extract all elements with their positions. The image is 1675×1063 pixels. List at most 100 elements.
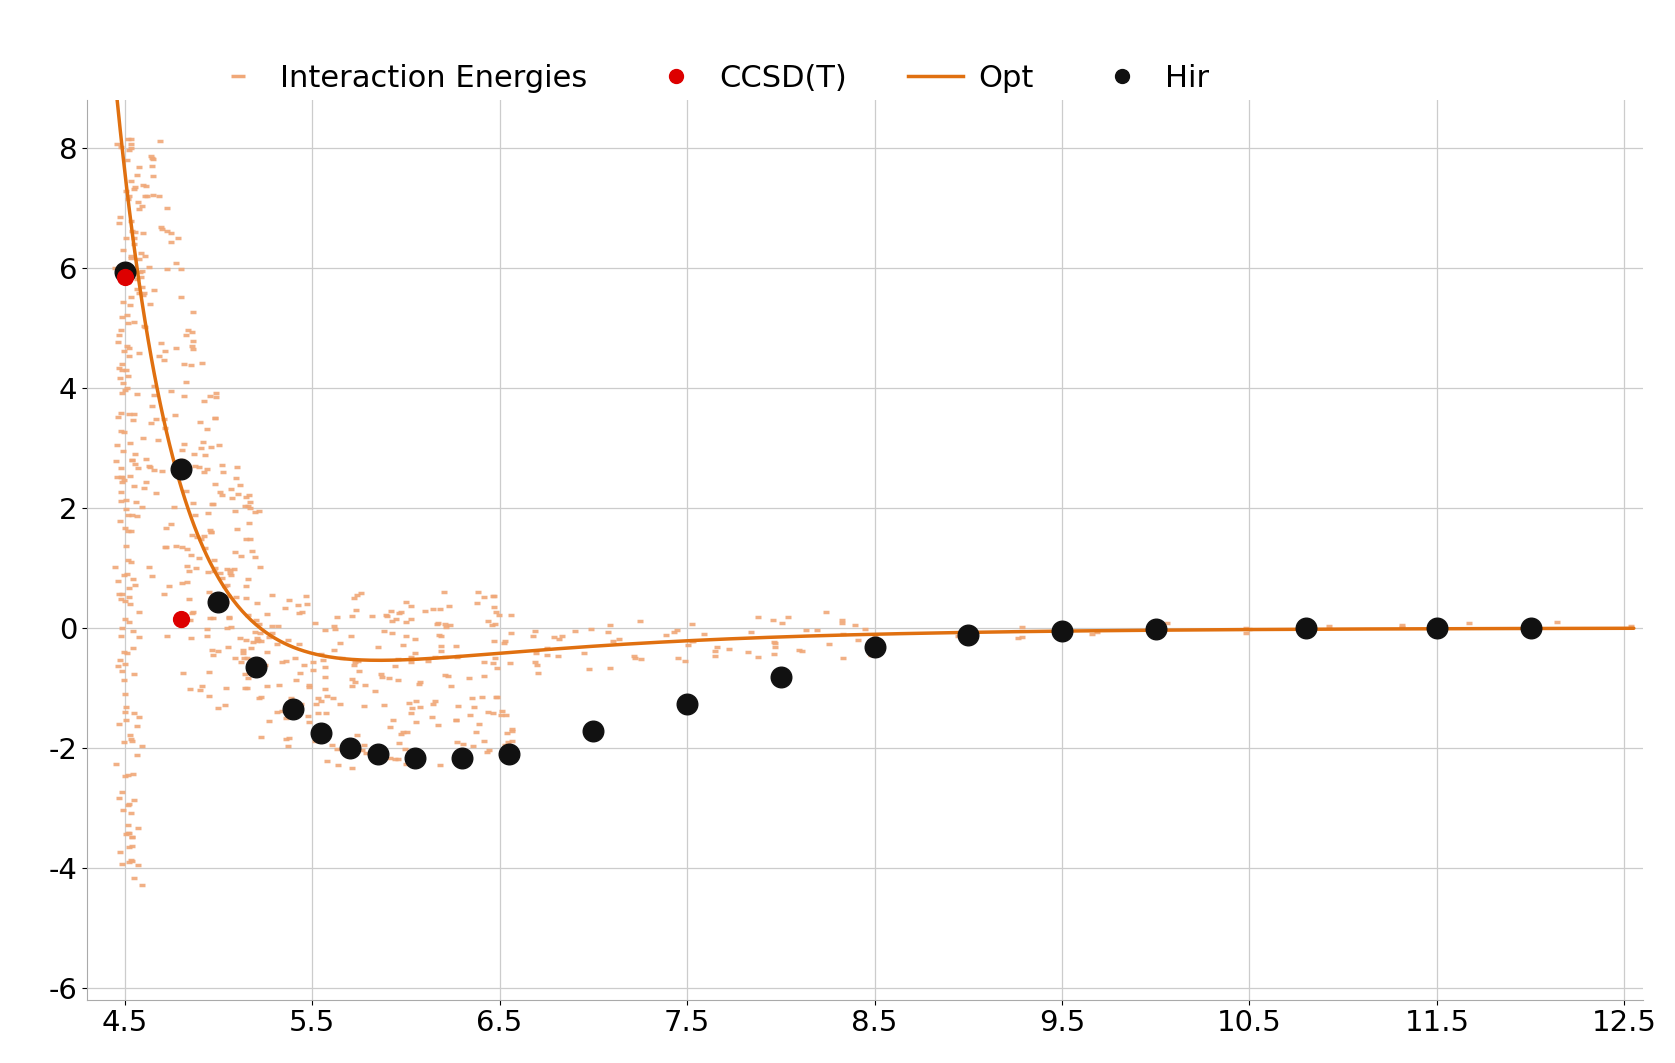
Interaction Energies — [734, 643, 760, 660]
Interaction Energies — [372, 606, 399, 623]
Interaction Energies — [116, 190, 142, 207]
Interaction Energies — [129, 286, 156, 303]
Interaction Energies — [178, 605, 204, 622]
Interaction Energies — [117, 805, 144, 822]
Interaction Energies — [111, 610, 137, 627]
Interaction Energies — [186, 458, 213, 475]
Interaction Energies — [116, 589, 142, 606]
Interaction Energies — [524, 656, 551, 673]
Interaction Energies — [151, 342, 178, 359]
Interaction Energies — [173, 483, 199, 500]
Interaction Energies — [208, 570, 234, 587]
Interaction Energies — [323, 740, 350, 757]
Interaction Energies — [206, 564, 233, 581]
Interaction Energies — [199, 495, 226, 512]
Interaction Energies — [157, 383, 184, 400]
Interaction Energies — [126, 603, 152, 620]
Interaction Energies — [394, 627, 420, 644]
Interaction Energies — [464, 584, 491, 601]
Interaction Energies — [179, 526, 206, 543]
Interaction Energies — [126, 193, 152, 210]
Interaction Energies — [256, 712, 283, 729]
Interaction Energies — [481, 615, 508, 632]
Interaction Energies — [119, 732, 146, 749]
Interaction Energies — [774, 608, 801, 625]
Interaction Energies — [106, 790, 132, 807]
Interaction Energies — [281, 649, 308, 667]
Hir — [337, 739, 363, 756]
Interaction Energies — [218, 619, 245, 636]
Interaction Energies — [141, 282, 168, 299]
Interaction Energies — [186, 414, 213, 431]
Interaction Energies — [653, 626, 680, 643]
Interaction Energies — [260, 587, 286, 604]
Interaction Energies — [216, 609, 243, 626]
Interaction Energies — [142, 411, 169, 428]
Interaction Energies — [841, 617, 868, 634]
Interaction Energies — [377, 749, 404, 766]
Interaction Energies — [474, 743, 501, 760]
Interaction Energies — [345, 653, 372, 670]
Interaction Energies — [402, 692, 429, 709]
Interaction Energies — [377, 603, 404, 620]
Interaction Energies — [238, 640, 265, 657]
Interaction Energies — [789, 642, 816, 659]
Interaction Energies — [121, 623, 147, 640]
Interaction Energies — [578, 621, 605, 638]
Interaction Energies — [116, 816, 142, 833]
Interaction Energies — [168, 260, 194, 277]
Hir — [168, 460, 194, 477]
Interaction Energies — [481, 588, 508, 605]
Interaction Energies — [106, 326, 132, 343]
Interaction Energies — [106, 334, 132, 351]
Interaction Energies — [338, 671, 365, 688]
Interaction Energies — [432, 615, 459, 632]
Interaction Energies — [162, 407, 189, 424]
Interaction Energies — [481, 649, 508, 667]
Interaction Energies — [109, 241, 136, 258]
Interaction Energies — [104, 136, 131, 153]
Interaction Energies — [302, 615, 328, 632]
Interaction Energies — [320, 689, 347, 706]
Interaction Energies — [534, 646, 561, 663]
Interaction Energies — [224, 486, 251, 503]
Interaction Energies — [660, 624, 687, 641]
Interaction Energies — [117, 250, 144, 267]
Interaction Energies — [342, 654, 368, 671]
Interaction Energies — [129, 263, 156, 280]
Hir — [1142, 621, 1169, 638]
Interaction Energies — [420, 601, 447, 618]
Interaction Energies — [116, 613, 142, 630]
Interaction Energies — [576, 660, 603, 677]
Hir — [1049, 622, 1075, 639]
Interaction Energies — [675, 636, 702, 653]
Hir — [111, 264, 137, 281]
Interaction Energies — [193, 421, 219, 438]
Interaction Energies — [322, 621, 348, 638]
Interaction Energies — [437, 677, 464, 694]
Interaction Energies — [444, 733, 471, 750]
Interaction Energies — [422, 692, 449, 709]
Hir — [673, 696, 700, 713]
Interaction Energies — [312, 659, 338, 676]
Interaction Energies — [482, 689, 509, 706]
Interaction Energies — [858, 646, 884, 663]
Interaction Energies — [1543, 613, 1569, 630]
Interaction Energies — [129, 877, 156, 894]
Interaction Energies — [196, 521, 223, 538]
Interaction Energies — [179, 333, 206, 350]
Interaction Energies — [208, 484, 234, 501]
Interaction Energies — [343, 726, 370, 743]
Interaction Energies — [106, 573, 132, 590]
Interaction Energies — [109, 308, 136, 325]
Interaction Energies — [427, 627, 454, 644]
Interaction Energies — [107, 484, 134, 501]
Interaction Energies — [191, 392, 218, 409]
Interaction Energies — [379, 625, 405, 642]
Interaction Energies — [122, 576, 149, 593]
Interaction Energies — [464, 594, 491, 611]
CCSD(T) — [168, 610, 194, 627]
Interaction Energies — [392, 740, 419, 757]
Interaction Energies — [476, 612, 502, 629]
Interaction Energies — [156, 577, 183, 594]
